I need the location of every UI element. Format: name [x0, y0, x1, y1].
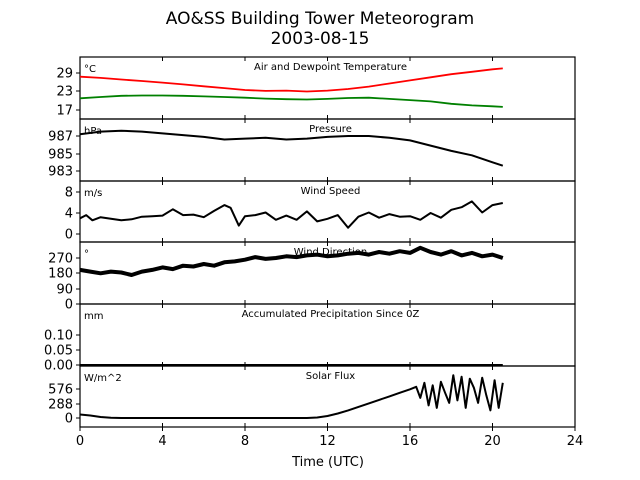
x-tick-label: 12 [319, 434, 336, 449]
y-tick-label: 4 [65, 207, 73, 222]
panel-temperature: 17 23 29 °C Air and Dewpoint Temperature [56, 56, 576, 120]
y-tick-label: 576 [48, 383, 73, 398]
x-axis: 0 4 8 12 16 20 24 [76, 427, 583, 449]
y-tick-label: 29 [56, 67, 73, 82]
y-tick-label: 180 [48, 267, 73, 282]
series-line-solar-flux [79, 374, 504, 419]
y-tick-label: 0 [65, 228, 73, 243]
y-tick-label: 90 [56, 283, 73, 298]
y-tick-label: 0.10 [44, 329, 73, 344]
y-tick-label: 0 [65, 412, 73, 427]
unit-label: hPa [84, 126, 102, 137]
series-line-pressure [79, 129, 504, 167]
panel-title: Accumulated Precipitation Since 0Z [242, 309, 420, 320]
panel-title: Solar Flux [306, 371, 356, 382]
series-line-wind-direction [79, 245, 504, 277]
panel-wind_speed: 0 4 8 m/s Wind Speed [65, 180, 576, 243]
y-tick-label: 0.05 [44, 344, 73, 359]
x-tick-label: 20 [484, 434, 501, 449]
series-line-air-temperature [79, 67, 503, 93]
panel-title: Wind Direction [294, 247, 368, 258]
x-tick-label: 4 [158, 434, 166, 449]
x-axis-label: Time (UTC) [291, 455, 364, 470]
x-tick-label: 8 [241, 434, 249, 449]
panel-pressure: 983 985 987 hPa Pressure [48, 118, 576, 182]
y-tick-label: 8 [65, 186, 73, 201]
y-tick-label: 0 [65, 298, 73, 313]
y-tick-label: 987 [48, 130, 73, 145]
unit-label: ° [84, 249, 89, 260]
panel-title: Air and Dewpoint Temperature [254, 62, 407, 73]
unit-label: W/m^2 [84, 373, 122, 384]
unit-label: °C [84, 64, 96, 75]
y-tick-label: 17 [56, 104, 73, 119]
panel-title: Wind Speed [301, 186, 361, 197]
panel-title: Pressure [309, 124, 352, 135]
x-tick-label: 0 [76, 434, 84, 449]
series-line-dewpoint-temperature [79, 94, 503, 108]
x-tick-label: 16 [402, 434, 419, 449]
y-tick-label: 983 [48, 165, 73, 180]
figure-subtitle: 2003-08-15 [271, 29, 370, 49]
panel-precipitation: 0.000.050.10 mm Accumulated Precipitation … [44, 303, 576, 374]
unit-label: mm [84, 311, 103, 322]
y-tick-label: 23 [56, 85, 73, 100]
figure-title: AO&SS Building Tower Meteorogram [166, 9, 474, 29]
x-tick-label: 24 [567, 434, 584, 449]
series-line-wind-speed [79, 200, 503, 229]
unit-label: m/s [84, 188, 102, 199]
y-tick-label: 0.00 [44, 359, 73, 374]
y-tick-label: 270 [48, 252, 73, 267]
y-tick-label: 985 [48, 148, 73, 163]
y-tick-label: 288 [48, 398, 73, 413]
